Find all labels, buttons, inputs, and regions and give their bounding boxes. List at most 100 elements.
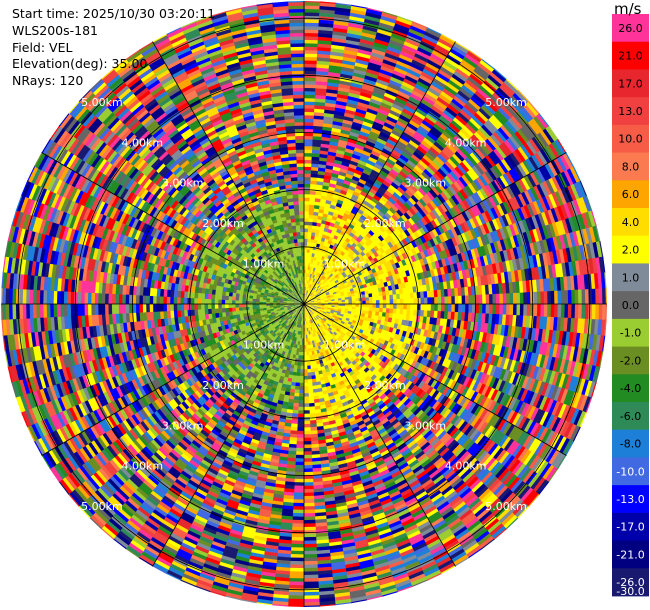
velocity-gate [427, 131, 439, 142]
velocity-gate [307, 290, 310, 295]
velocity-gate [476, 256, 483, 268]
velocity-gate [410, 21, 428, 32]
velocity-gate [455, 133, 468, 145]
velocity-gate [370, 209, 378, 217]
velocity-gate [375, 304, 380, 309]
velocity-gate [365, 307, 370, 311]
velocity-gate [503, 79, 519, 94]
velocity-gate [317, 280, 321, 285]
velocity-gate [485, 138, 497, 152]
velocity-gate [379, 131, 391, 140]
velocity-gate [468, 98, 482, 111]
velocity-gate [494, 89, 509, 104]
velocity-gate [509, 248, 516, 261]
velocity-gate [450, 255, 457, 265]
velocity-gate [308, 295, 311, 299]
velocity-gate [310, 299, 314, 302]
velocity-gate [347, 188, 355, 195]
velocity-gate [350, 178, 359, 186]
velocity-gate [421, 119, 434, 130]
velocity-gate [446, 219, 455, 230]
velocity-gate [361, 85, 375, 93]
velocity-gate [370, 253, 377, 260]
velocity-gate [456, 163, 468, 175]
velocity-gate [431, 209, 440, 219]
velocity-gate [340, 164, 349, 171]
velocity-gate [444, 127, 457, 139]
velocity-gate [355, 184, 364, 192]
velocity-gate [491, 180, 501, 193]
velocity-gate [389, 132, 401, 141]
velocity-gate [485, 154, 497, 168]
velocity-gate [408, 65, 424, 76]
velocity-gate [307, 262, 311, 267]
velocity-gate [517, 207, 526, 221]
velocity-gate [313, 299, 318, 302]
velocity-gate [356, 220, 363, 227]
velocity-gate [321, 219, 327, 225]
velocity-gate [356, 55, 371, 63]
velocity-gate [553, 277, 558, 292]
velocity-gate [576, 181, 587, 198]
velocity-gate [461, 304, 466, 313]
velocity-gate [526, 304, 531, 317]
velocity-gate [315, 275, 319, 280]
velocity-gate [481, 212, 490, 224]
velocity-gate [358, 226, 365, 233]
velocity-gate [454, 244, 461, 255]
velocity-gate [481, 58, 496, 70]
velocity-gate [404, 37, 421, 48]
velocity-gate [309, 190, 317, 195]
velocity-gate [403, 148, 414, 158]
velocity-gate [348, 223, 355, 230]
velocity-gate [524, 190, 534, 205]
velocity-gate [362, 283, 368, 289]
velocity-gate [359, 284, 364, 290]
velocity-gate [417, 219, 426, 228]
velocity-gate [451, 73, 467, 86]
velocity-gate [499, 239, 507, 252]
velocity-gate [518, 257, 525, 271]
velocity-gate [498, 160, 509, 174]
velocity-gate [482, 294, 487, 305]
velocity-gate [406, 304, 411, 310]
velocity-gate [495, 217, 503, 230]
velocity-gate [539, 278, 545, 293]
velocity-gate [315, 77, 329, 83]
velocity-gate [315, 84, 328, 90]
velocity-gate [417, 297, 421, 305]
velocity-gate [385, 228, 393, 236]
velocity-gate [485, 294, 490, 305]
velocity-gate [453, 226, 462, 236]
velocity-gate [306, 286, 308, 291]
velocity-gate [453, 263, 459, 273]
velocity-gate [342, 157, 352, 164]
velocity-gate [582, 228, 590, 245]
velocity-gate [419, 258, 426, 267]
velocity-gate [326, 280, 331, 285]
velocity-gate [517, 89, 530, 103]
velocity-gate [410, 194, 420, 204]
velocity-gate [499, 202, 509, 216]
velocity-gate [312, 249, 316, 254]
velocity-gate [365, 246, 371, 253]
velocity-gate [476, 236, 484, 248]
velocity-gate [344, 148, 355, 155]
velocity-gate [476, 189, 486, 202]
velocity-gate [392, 294, 397, 300]
velocity-gate [311, 163, 320, 168]
velocity-gate [541, 211, 550, 227]
velocity-gate [393, 26, 410, 36]
velocity-gate [527, 188, 537, 203]
velocity-gate [563, 169, 575, 187]
velocity-gate [375, 140, 386, 149]
velocity-gate [381, 291, 387, 296]
velocity-gate [485, 197, 494, 210]
velocity-gate [394, 123, 406, 132]
velocity-gate [322, 259, 327, 265]
velocity-gate [537, 132, 550, 148]
velocity-gate [362, 229, 369, 236]
velocity-gate [364, 15, 382, 23]
velocity-gate [375, 292, 380, 297]
velocity-gate [381, 245, 388, 252]
